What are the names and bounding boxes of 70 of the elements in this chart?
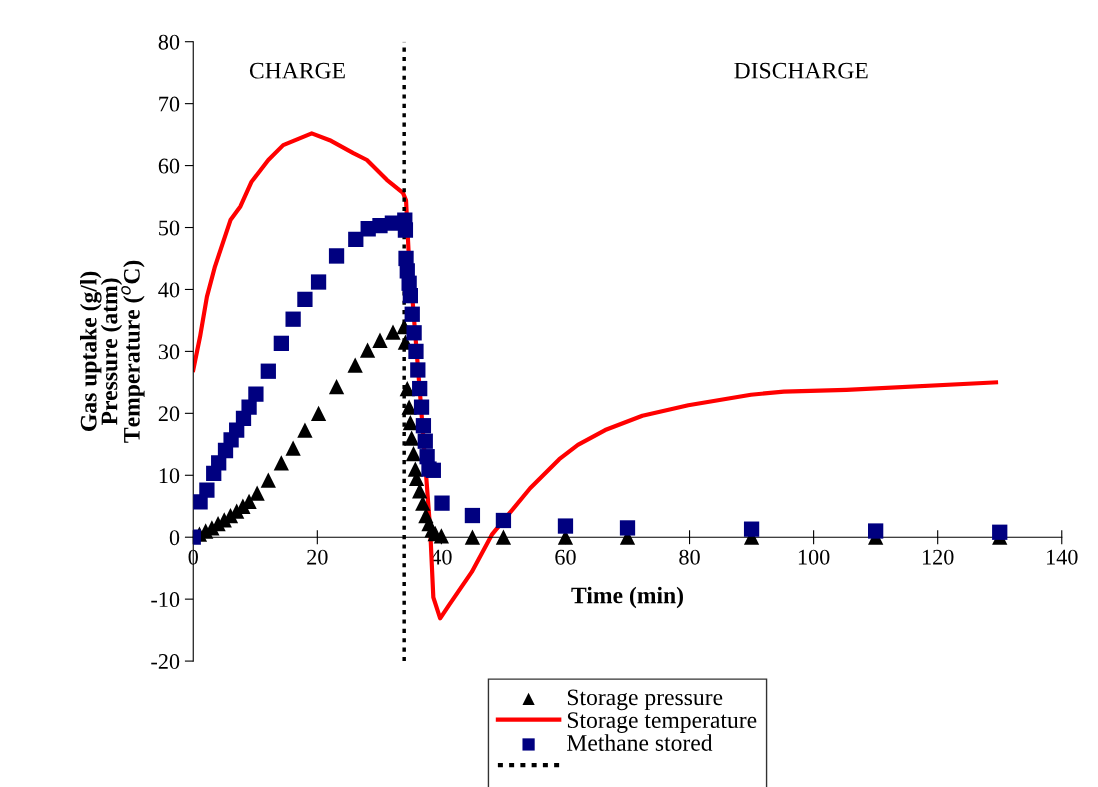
point xyxy=(273,455,289,471)
x-tick-label: 20 xyxy=(307,549,328,565)
point xyxy=(992,524,1008,540)
legend-label: Storage pressure xyxy=(567,689,723,711)
y-tick-label: -20 xyxy=(151,654,180,670)
point xyxy=(495,512,512,529)
point xyxy=(385,324,401,340)
x-tick-label: 140 xyxy=(1047,549,1078,565)
point xyxy=(399,380,415,397)
point xyxy=(273,335,289,351)
point xyxy=(434,495,450,511)
point xyxy=(249,485,265,501)
annotation: DISCHARGE xyxy=(734,62,868,79)
point xyxy=(408,343,424,360)
point xyxy=(310,405,327,421)
point xyxy=(328,248,345,264)
point xyxy=(359,342,376,358)
y-axis-title: Gas uptake (g/l) Pressure (atm) Temperature ($^{o}$C) xyxy=(80,260,145,443)
legend-label: Methane stored xyxy=(567,734,713,751)
y-tick-label: 80 xyxy=(158,34,180,50)
point xyxy=(412,380,428,397)
x-tick-label: 60 xyxy=(555,549,576,565)
point xyxy=(406,325,422,341)
point xyxy=(415,418,432,434)
y-tick-label: 40 xyxy=(158,282,180,298)
point xyxy=(372,332,388,348)
x-tick-label: 80 xyxy=(679,549,700,565)
y-tick-label: 60 xyxy=(158,158,180,174)
point xyxy=(619,520,636,536)
point xyxy=(405,445,422,462)
point xyxy=(425,462,441,478)
point xyxy=(557,518,574,534)
point xyxy=(402,288,419,304)
x-tick-label: 100 xyxy=(798,549,830,565)
point xyxy=(404,306,420,322)
point xyxy=(403,430,420,446)
annotation: CHARGE xyxy=(249,62,345,79)
point xyxy=(410,362,426,378)
point xyxy=(260,363,276,379)
point xyxy=(285,311,301,327)
point xyxy=(348,231,364,247)
point xyxy=(401,399,417,415)
y-tick-label: -10 xyxy=(151,592,180,608)
point xyxy=(397,222,414,238)
point xyxy=(347,357,363,373)
point xyxy=(743,521,760,537)
point xyxy=(260,472,276,488)
point xyxy=(417,433,433,449)
point xyxy=(285,440,301,456)
y-tick-label: 70 xyxy=(159,96,180,112)
y-tick-label: 10 xyxy=(159,468,180,484)
point xyxy=(868,523,884,539)
point xyxy=(495,529,512,545)
point xyxy=(199,482,215,498)
legend-label: Storage temperature xyxy=(567,712,757,733)
y-tick-label: 30 xyxy=(158,344,180,360)
point xyxy=(413,399,430,415)
point xyxy=(328,379,345,395)
point xyxy=(297,422,313,438)
point xyxy=(310,274,327,290)
y-tick-label: 50 xyxy=(159,220,180,236)
point xyxy=(433,528,450,544)
point xyxy=(464,507,481,524)
x-axis-title: Time (min) xyxy=(571,586,683,609)
point xyxy=(464,529,481,545)
x-tick-label: 120 xyxy=(922,549,954,565)
point xyxy=(297,291,313,308)
y-tick-label: 20 xyxy=(158,406,180,422)
point xyxy=(248,386,264,402)
y-tick-label: 0 xyxy=(169,530,180,546)
